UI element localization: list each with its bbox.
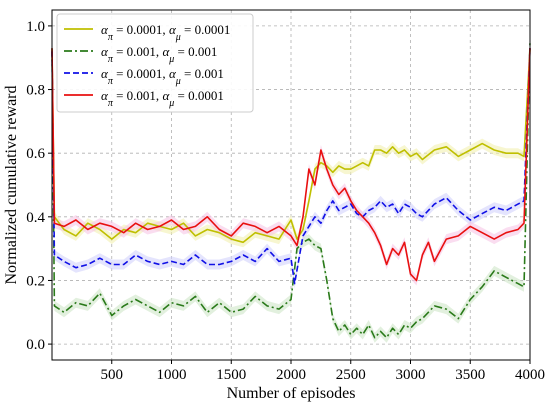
series-line <box>51 41 531 339</box>
x-tick-label: 3500 <box>455 367 485 383</box>
series-line <box>51 48 531 282</box>
legend-entry: απ = 0.001, αμ = 0.0001 <box>101 88 224 109</box>
y-axis-label: Normalized cumulative reward <box>3 85 20 284</box>
x-tick-label: 3000 <box>396 367 426 383</box>
legend-box <box>56 13 254 113</box>
axis-ticks: 500 1000 1500 2000 2500 3000 3500 4000 0.0 0.2 0.4… <box>26 19 545 383</box>
confidence-bands <box>52 36 530 343</box>
y-tick-label: 0.2 <box>26 273 45 289</box>
x-axis-label: Number of episodes <box>227 385 356 402</box>
x-tick-label: 2000 <box>276 367 306 383</box>
series-line <box>51 48 531 244</box>
legend-entry: απ = 0.001, αμ = 0.001 <box>101 44 217 65</box>
legend-entry: απ = 0.0001, αμ = 0.001 <box>101 66 224 87</box>
series-line <box>51 48 531 285</box>
x-tick-label: 1500 <box>216 367 246 383</box>
legend-entry: απ = 0.0001, αμ = 0.0001 <box>101 22 230 43</box>
y-tick-label: 0.8 <box>26 83 45 99</box>
series-band <box>52 43 530 286</box>
x-tick-label: 4000 <box>515 367 545 383</box>
y-tick-label: 0.0 <box>26 337 45 353</box>
y-tick-label: 0.4 <box>26 210 45 226</box>
x-tick-label: 2500 <box>336 367 366 383</box>
x-tick-label: 500 <box>101 367 124 383</box>
series-lines <box>51 41 531 339</box>
y-tick-label: 1.0 <box>26 19 45 35</box>
x-tick-label: 1000 <box>157 367 187 383</box>
y-tick-label: 0.6 <box>26 146 45 162</box>
